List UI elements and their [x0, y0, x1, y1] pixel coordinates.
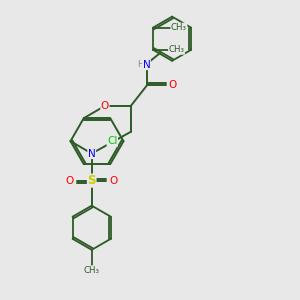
Text: CH₃: CH₃	[84, 266, 100, 275]
Text: CH₃: CH₃	[169, 45, 184, 54]
Text: N: N	[88, 148, 96, 158]
Text: O: O	[168, 80, 176, 90]
Text: Cl: Cl	[107, 136, 118, 146]
Text: H: H	[137, 60, 144, 69]
Text: S: S	[88, 174, 96, 187]
Text: CH₃: CH₃	[171, 23, 187, 32]
Text: O: O	[101, 101, 109, 111]
Text: O: O	[110, 176, 118, 186]
Text: N: N	[142, 60, 150, 70]
Text: O: O	[65, 176, 74, 186]
